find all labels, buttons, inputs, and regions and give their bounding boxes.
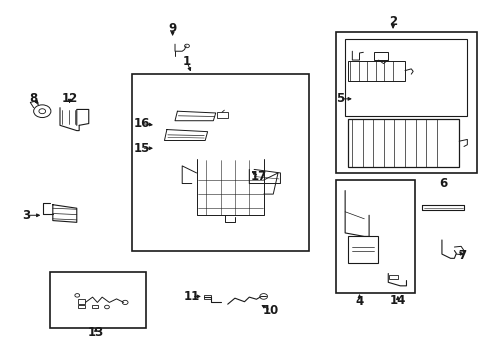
Text: 16: 16 <box>133 117 149 130</box>
Text: 12: 12 <box>61 93 78 105</box>
Text: 15: 15 <box>133 142 149 155</box>
Bar <box>335 180 414 293</box>
Text: 1: 1 <box>183 55 191 68</box>
Bar <box>203 295 210 299</box>
Text: 4: 4 <box>355 295 363 308</box>
Text: 9: 9 <box>168 22 176 35</box>
Text: 13: 13 <box>88 326 104 339</box>
Text: 11: 11 <box>183 290 200 303</box>
Bar <box>373 52 387 60</box>
Bar <box>91 305 98 309</box>
Bar <box>347 119 458 167</box>
Bar <box>347 237 377 263</box>
Text: 8: 8 <box>29 93 38 105</box>
Bar <box>78 305 85 309</box>
Bar <box>216 112 227 118</box>
Text: 5: 5 <box>336 93 344 105</box>
Text: 10: 10 <box>262 304 279 317</box>
Bar <box>78 299 85 304</box>
Text: 2: 2 <box>388 15 396 28</box>
Bar <box>50 272 146 328</box>
Text: 14: 14 <box>389 294 405 307</box>
Bar <box>335 32 476 173</box>
Text: 7: 7 <box>458 249 466 262</box>
Bar <box>388 275 397 279</box>
Bar <box>345 39 467 117</box>
Text: 3: 3 <box>22 209 30 222</box>
Bar <box>132 74 308 251</box>
Text: 17: 17 <box>250 170 266 183</box>
Bar <box>347 61 404 81</box>
Text: 6: 6 <box>438 177 447 190</box>
